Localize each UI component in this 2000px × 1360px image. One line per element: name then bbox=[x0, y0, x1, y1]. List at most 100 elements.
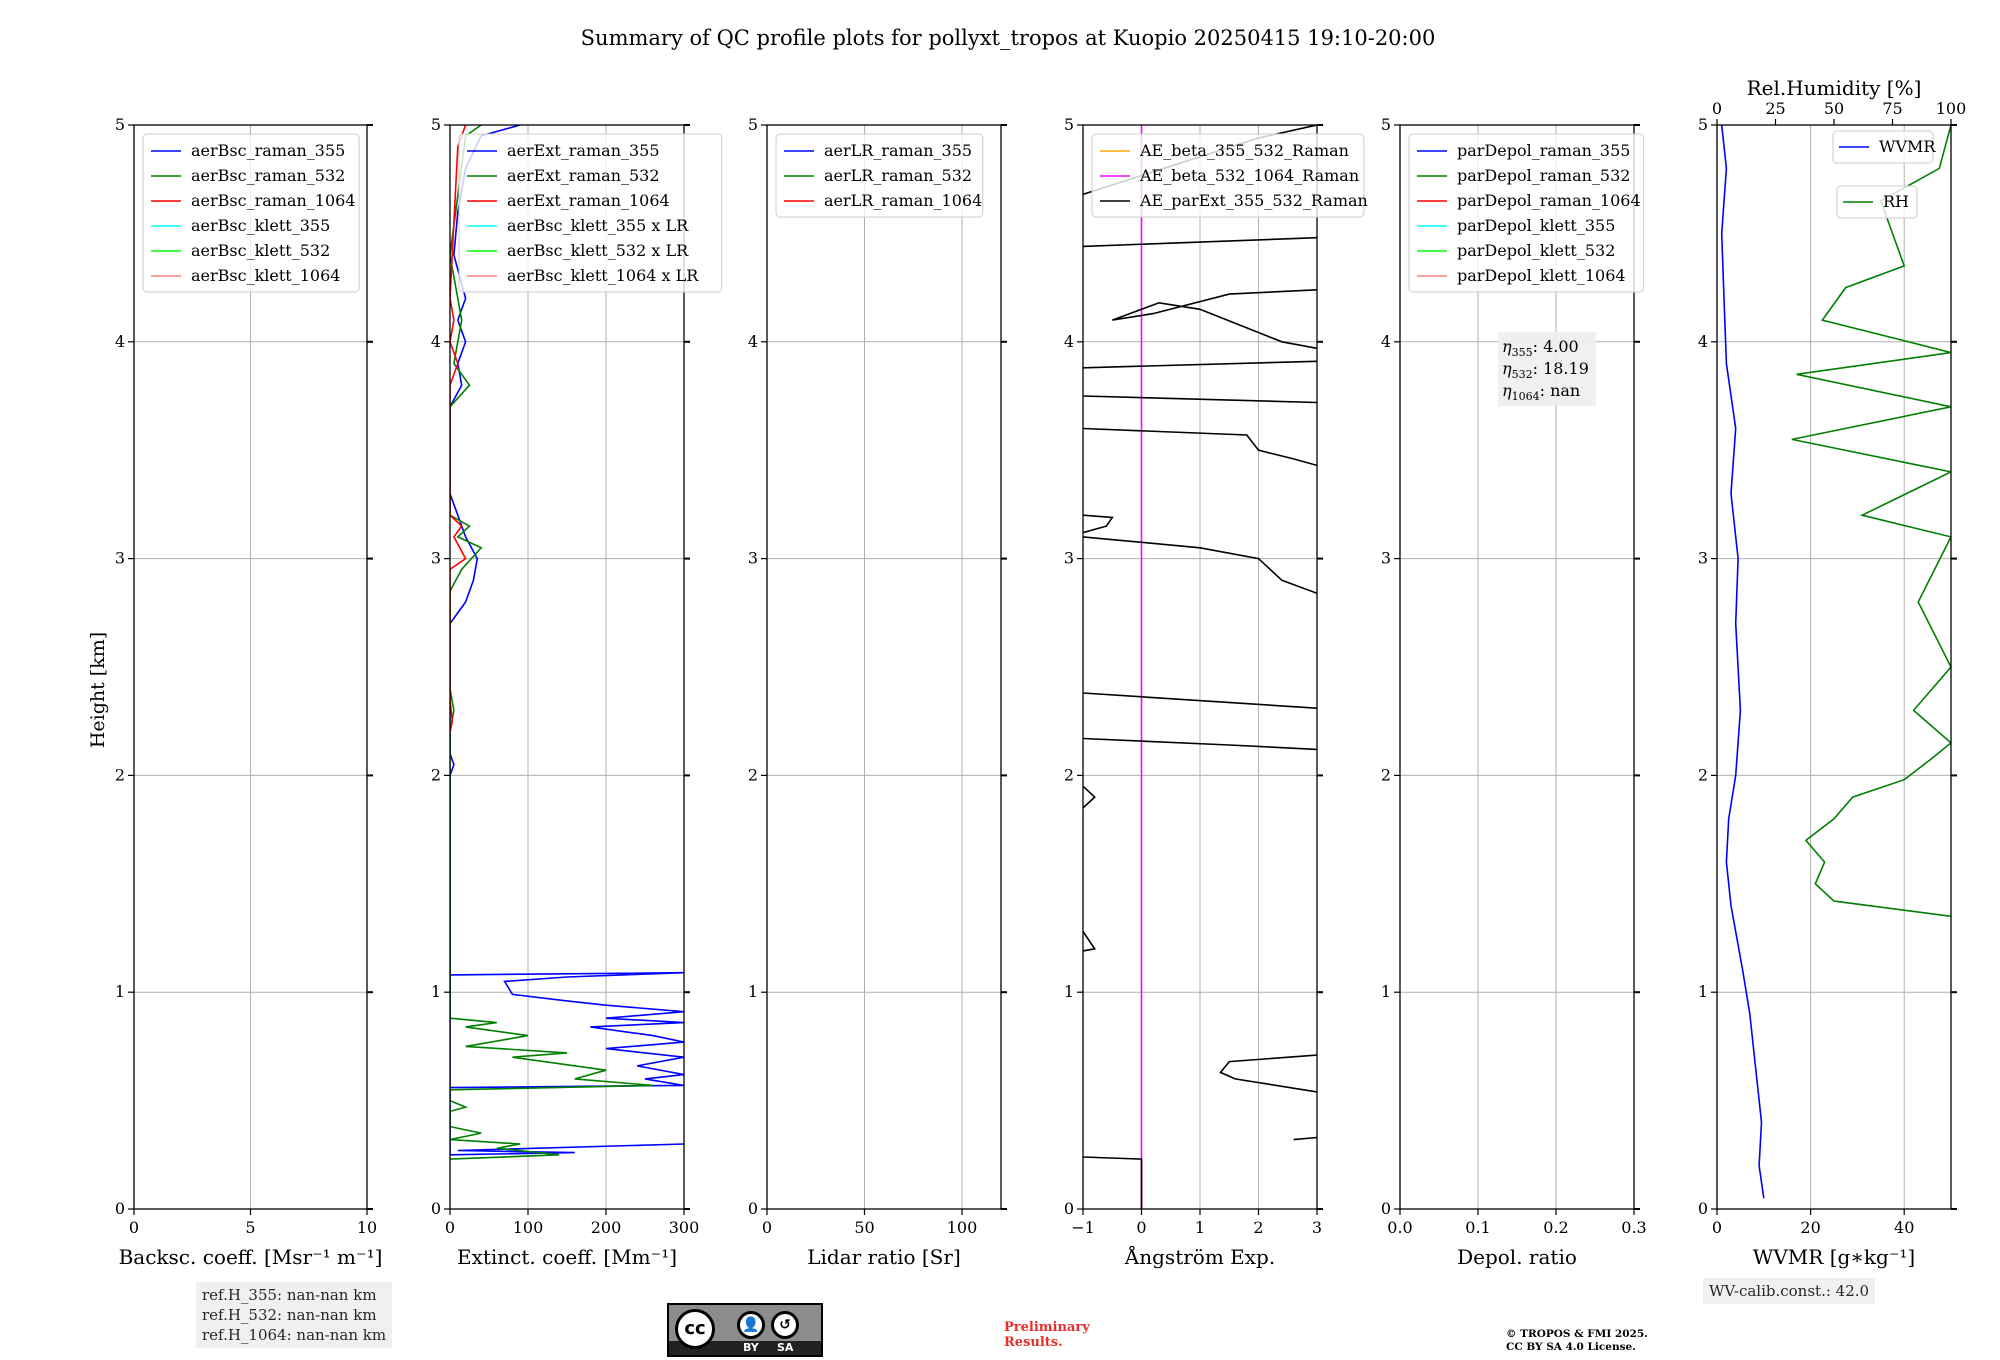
x2-tick-label: 50 bbox=[1824, 99, 1844, 118]
legend-label: aerBsc_klett_532 bbox=[191, 241, 330, 260]
y-tick-label: 4 bbox=[431, 332, 441, 351]
legend-label: aerBsc_raman_532 bbox=[191, 166, 345, 185]
panel-2: 0 100 200 300 0 1 2 3 4 5 Extinct. coeff. [Mm⁻¹] ae… bbox=[431, 115, 723, 1269]
y-tick-label: 5 bbox=[1381, 115, 1391, 134]
x-tick-label: 100 bbox=[947, 1218, 978, 1237]
y-tick-label: 5 bbox=[431, 115, 441, 134]
y-axis-label: Height [km] bbox=[87, 632, 109, 748]
legend-label: WVMR bbox=[1879, 137, 1936, 156]
wv-calib-box: WV-calib.const.: 42.0 bbox=[1703, 1278, 1876, 1304]
y-tick-label: 2 bbox=[748, 765, 758, 784]
copyright-line-2: CC BY SA 4.0 License. bbox=[1506, 1341, 1636, 1353]
series-line-2 bbox=[450, 125, 653, 1160]
y-tick-label: 0 bbox=[1064, 1199, 1074, 1218]
x-axis-label: Ångström Exp. bbox=[1124, 1244, 1275, 1269]
legend-label: parDepol_klett_532 bbox=[1457, 241, 1615, 260]
legend-label: AE_beta_355_532_Raman bbox=[1139, 141, 1349, 160]
eta-label-532: η532: 18.19 bbox=[1502, 359, 1589, 381]
y-tick-label: 1 bbox=[748, 982, 758, 1001]
legend-label: aerBsc_klett_1064 x LR bbox=[507, 266, 699, 285]
eta-label-1064: η1064: nan bbox=[1502, 381, 1580, 403]
axes-frame bbox=[1399, 124, 1635, 1210]
x-tick-label: 10 bbox=[357, 1218, 377, 1237]
x-axis-label: Depol. ratio bbox=[1457, 1245, 1577, 1269]
x-tick-label: 3 bbox=[1312, 1218, 1322, 1237]
legend-box bbox=[775, 133, 984, 218]
panel-5: 0.0 0.1 0.2 0.3 0 1 2 3 4 5 Depol. ratio parDepol_r… bbox=[1381, 115, 1647, 1269]
ref-height-1064: ref.H_1064: nan-nan km bbox=[202, 1326, 387, 1344]
x-tick-label: 20 bbox=[1800, 1218, 1820, 1237]
y-tick-label: 2 bbox=[1381, 765, 1391, 784]
legend-label: parDepol_klett_1064 bbox=[1457, 266, 1626, 285]
x2-tick-label: 0 bbox=[1712, 99, 1722, 118]
y-tick-label: 4 bbox=[1698, 332, 1708, 351]
sa-label: SA bbox=[777, 1341, 794, 1354]
y-tick-label: 5 bbox=[115, 115, 125, 134]
legend-label: aerLR_raman_1064 bbox=[824, 191, 982, 210]
ref-height-532: ref.H_532: nan-nan km bbox=[202, 1306, 377, 1324]
preliminary-line-1: Preliminary bbox=[1004, 1320, 1090, 1335]
legend-label: aerBsc_klett_532 x LR bbox=[507, 241, 689, 260]
ref-height-355: ref.H_355: nan-nan km bbox=[202, 1286, 377, 1304]
by-label: BY bbox=[743, 1341, 759, 1354]
x-tick-label: 0.0 bbox=[1387, 1218, 1412, 1237]
panel-3: 0 50 100 0 1 2 3 4 5 Lidar ratio [Sr] aerLR_raman_… bbox=[748, 115, 1007, 1269]
y-tick-label: 3 bbox=[1064, 549, 1074, 568]
y-tick-label: 0 bbox=[1698, 1199, 1708, 1218]
x-tick-label: 100 bbox=[513, 1218, 544, 1237]
y-tick-label: 4 bbox=[1381, 332, 1391, 351]
x2-tick-label: 75 bbox=[1882, 99, 1902, 118]
legend-label: aerBsc_klett_1064 bbox=[191, 266, 340, 285]
axes-frame bbox=[766, 124, 1002, 1210]
legend-label: AE_parExt_355_532_Raman bbox=[1139, 191, 1368, 210]
legend-label: aerBsc_raman_355 bbox=[191, 141, 345, 160]
ref-height-box: ref.H_355: nan-nan km ref.H_532: nan-nan… bbox=[196, 1282, 393, 1348]
x-tick-label: 5 bbox=[245, 1218, 255, 1237]
legend-box-2 bbox=[1836, 185, 1918, 219]
x2-tick-label: 25 bbox=[1765, 99, 1785, 118]
y-tick-label: 1 bbox=[115, 982, 125, 1001]
cc-icon: cc bbox=[675, 1309, 715, 1349]
y-tick-label: 3 bbox=[1698, 549, 1708, 568]
cc-license-badge: cc 👤 ↺ BY SA bbox=[667, 1303, 823, 1357]
x-tick-label: −1 bbox=[1071, 1218, 1095, 1237]
legend-box-1 bbox=[1832, 130, 1934, 164]
preliminary-line-2: Results. bbox=[1004, 1335, 1063, 1350]
legend-label: parDepol_raman_1064 bbox=[1457, 191, 1641, 210]
series-line-1 bbox=[450, 125, 684, 1156]
x-tick-label: 0.2 bbox=[1543, 1218, 1568, 1237]
x-tick-label: 0 bbox=[129, 1218, 139, 1237]
panel-1: 0 5 10 0 1 2 3 4 5 Backsc. coeff. [Msr⁻¹ m⁻¹] aerB… bbox=[115, 115, 383, 1269]
eta-box bbox=[1498, 332, 1596, 406]
y-tick-label: 2 bbox=[1064, 765, 1074, 784]
y-tick-label: 3 bbox=[115, 549, 125, 568]
x-tick-label: 0 bbox=[762, 1218, 772, 1237]
y-tick-label: 3 bbox=[1381, 549, 1391, 568]
x-axis-label: Backsc. coeff. [Msr⁻¹ m⁻¹] bbox=[119, 1245, 383, 1269]
series-line-2 bbox=[1791, 125, 1951, 918]
y-tick-label: 0 bbox=[748, 1199, 758, 1218]
legend-label: aerExt_raman_355 bbox=[507, 141, 660, 160]
x-axis-label: Lidar ratio [Sr] bbox=[807, 1245, 961, 1269]
x-axis-label: Extinct. coeff. [Mm⁻¹] bbox=[457, 1245, 677, 1269]
legend-box bbox=[1091, 133, 1365, 218]
y-tick-label: 3 bbox=[748, 549, 758, 568]
axes-frame bbox=[449, 124, 685, 1210]
y-tick-label: 2 bbox=[115, 765, 125, 784]
y-tick-label: 0 bbox=[1381, 1199, 1391, 1218]
series-line-3 bbox=[450, 125, 467, 733]
x-tick-label: 0.3 bbox=[1621, 1218, 1646, 1237]
by-icon: 👤 bbox=[737, 1311, 765, 1339]
x-tick-label: 50 bbox=[854, 1218, 874, 1237]
y-tick-label: 4 bbox=[115, 332, 125, 351]
x-tick-label: 40 bbox=[1894, 1218, 1914, 1237]
sa-icon: ↺ bbox=[771, 1311, 799, 1339]
x-tick-label: 300 bbox=[669, 1218, 700, 1237]
legend-label: parDepol_raman_532 bbox=[1457, 166, 1630, 185]
x2-tick-label: 100 bbox=[1936, 99, 1967, 118]
x-axis-label: WVMR [g∗kg⁻¹] bbox=[1753, 1245, 1915, 1269]
